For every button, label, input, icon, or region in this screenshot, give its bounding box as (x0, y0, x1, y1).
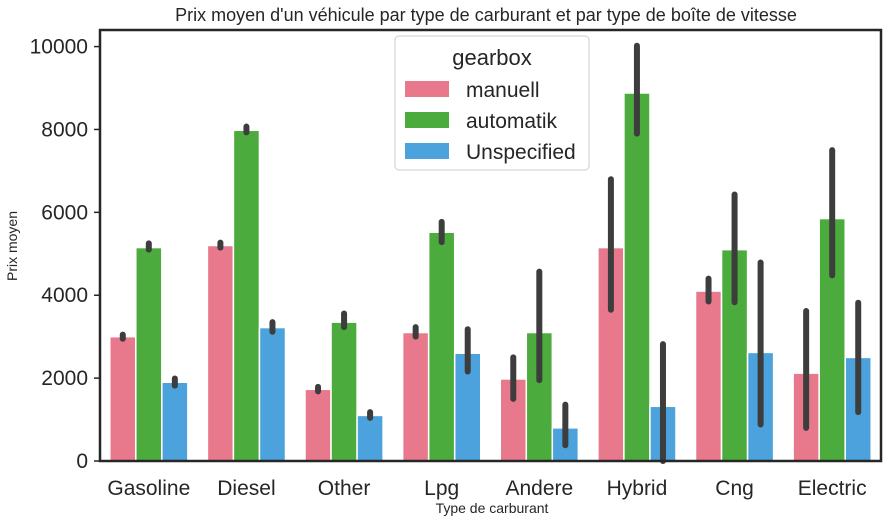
bar (206, 244, 235, 462)
y-tick-label: 2000 (41, 367, 88, 390)
x-tick-label: Diesel (217, 477, 275, 500)
y-axis-label: Prix moyen (4, 211, 20, 281)
bar (427, 231, 456, 462)
x-tick-label: Hybrid (607, 477, 668, 500)
y-tick-label: 0 (76, 450, 88, 473)
x-tick-label: Other (318, 477, 371, 500)
x-tick-label: Gasoline (107, 477, 190, 500)
legend-label: manuell (466, 79, 540, 102)
y-tick-label: 6000 (41, 201, 88, 224)
chart-title: Prix moyen d'un véhicule par type de car… (175, 5, 797, 25)
legend-swatch (405, 81, 449, 97)
x-tick-label: Lpg (424, 477, 459, 500)
error-bars (119, 42, 862, 464)
x-tick-label: Electric (798, 477, 867, 500)
y-tick-label: 10000 (30, 36, 88, 59)
bar (109, 335, 137, 462)
x-axis-label: Type de carburant (436, 500, 549, 516)
legend: gearbox manuell automatik Unspecified (394, 35, 590, 171)
x-tick-label: Cng (715, 477, 754, 500)
y-tick-label: 4000 (41, 284, 88, 307)
bar (330, 321, 358, 462)
legend-label: Unspecified (466, 141, 576, 164)
legend-label: automatik (466, 110, 558, 133)
bar (258, 326, 287, 462)
bar (232, 129, 261, 462)
y-tick-label: 8000 (41, 118, 88, 141)
plot-frame (98, 28, 883, 463)
x-tick-label: Andere (505, 477, 573, 500)
bar (401, 331, 430, 462)
bar (135, 246, 163, 462)
bar (304, 388, 332, 462)
legend-swatch (405, 112, 449, 128)
bar (356, 414, 384, 462)
bar (694, 290, 723, 462)
legend-title: gearbox (452, 45, 532, 70)
legend-swatch (405, 143, 449, 159)
x-ticks: Gasoline Diesel Other Lpg Andere Hybrid Cng Ele… (107, 477, 866, 500)
legend-box (394, 35, 590, 171)
bar (161, 381, 189, 462)
y-ticks: 0 2000 4000 6000 8000 10000 (30, 36, 100, 473)
bar (623, 92, 651, 462)
